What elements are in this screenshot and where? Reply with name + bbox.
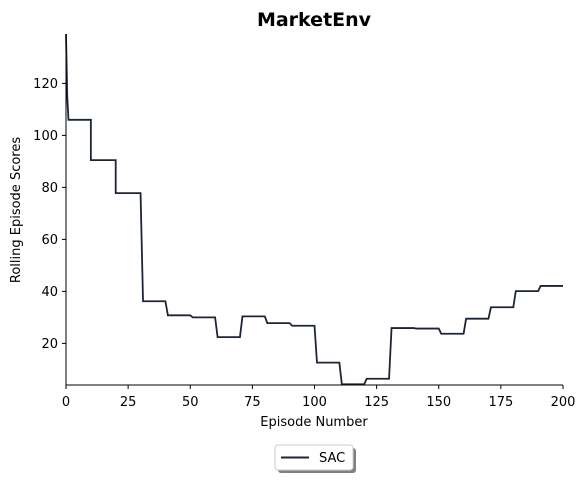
plot-series	[66, 34, 563, 384]
y-tick-label: 20	[41, 337, 58, 352]
y-ticks: 20 40 60 80 100 120	[33, 77, 66, 352]
x-tick-label: 50	[182, 395, 199, 410]
x-tick-label: 175	[488, 395, 513, 410]
x-tick-label: 125	[364, 395, 389, 410]
chart-title: MarketEnv	[257, 9, 372, 31]
x-tick-label: 200	[551, 395, 576, 410]
x-tick-label: 100	[302, 395, 327, 410]
y-axis-label: Rolling Episode Scores	[9, 137, 24, 283]
legend-label-sac: SAC	[319, 451, 345, 466]
series-line-sac	[66, 34, 563, 384]
x-ticks: 0 25 50 75 100 125 150 175 200	[62, 385, 576, 410]
x-tick-label: 0	[62, 395, 70, 410]
y-tick-label: 60	[41, 233, 58, 248]
legend: SAC	[275, 445, 356, 473]
x-axis-label: Episode Number	[260, 415, 368, 430]
y-tick-label: 100	[33, 129, 58, 144]
x-tick-label: 25	[120, 395, 137, 410]
y-tick-label: 120	[33, 77, 58, 92]
y-tick-label: 80	[41, 181, 58, 196]
y-tick-label: 40	[41, 285, 58, 300]
x-tick-label: 75	[244, 395, 261, 410]
x-tick-label: 150	[426, 395, 451, 410]
